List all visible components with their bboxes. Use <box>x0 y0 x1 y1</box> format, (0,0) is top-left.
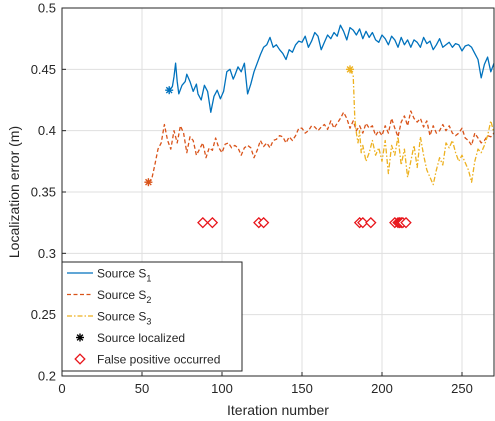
marker-layer <box>144 65 412 229</box>
legend-diamond-icon <box>74 353 86 365</box>
legend-label: Source S2 <box>97 288 151 305</box>
y-tick-label: 0.3 <box>38 246 56 261</box>
false-positive-marker <box>206 216 219 229</box>
false-positive-marker <box>197 216 209 229</box>
series-line-1 <box>168 24 495 113</box>
y-tick-label: 0.5 <box>38 1 56 16</box>
legend-entry: Source localized <box>76 331 185 345</box>
false-positive-marker <box>365 216 377 229</box>
legend-entry: Source S3 <box>67 310 151 327</box>
y-tick-label: 0.4 <box>38 123 56 138</box>
x-tick-label: 50 <box>135 381 149 396</box>
x-tick-label: 0 <box>58 381 65 396</box>
x-tick-label: 200 <box>371 381 393 396</box>
legend-entry: False positive occurred <box>74 353 220 367</box>
y-tick-label: 0.25 <box>31 307 56 322</box>
x-tick-label: 250 <box>451 381 473 396</box>
series-line-2 <box>147 110 495 183</box>
y-axis-label: Localization error (m) <box>6 126 22 258</box>
legend-label: False positive occurred <box>97 353 220 367</box>
series-layer <box>147 24 495 186</box>
false-positive-marker <box>257 216 270 229</box>
legend-asterisk-icon <box>76 333 84 342</box>
legend-label: Source S1 <box>97 267 151 284</box>
legend-entry: Source S1 <box>67 267 151 284</box>
legend-label: Source S3 <box>97 310 151 327</box>
false-positive-marker <box>400 216 412 229</box>
y-tick-label: 0.35 <box>31 185 56 200</box>
source-localized-marker <box>144 178 153 187</box>
legend-entry: Source S2 <box>67 288 151 305</box>
x-tick-label: 100 <box>211 381 233 396</box>
source-localized-marker <box>346 65 354 74</box>
legend-label: Source localized <box>97 331 185 345</box>
false-positive-marker <box>357 216 369 229</box>
source-localized-marker <box>165 86 174 95</box>
x-tick-label: 150 <box>291 381 313 396</box>
y-tick-label: 0.45 <box>31 62 56 77</box>
ticks: 0 50 100 150 200 250 0.2 0.25 0.3 0.35 0.4 0.45 0.5 <box>31 1 473 397</box>
legend: Source S1 Source S2 Source S3 Source locali… <box>61 261 243 372</box>
y-tick-label: 0.2 <box>38 369 56 384</box>
series-line-3 <box>349 69 495 186</box>
x-axis-label: Iteration number <box>227 402 329 418</box>
